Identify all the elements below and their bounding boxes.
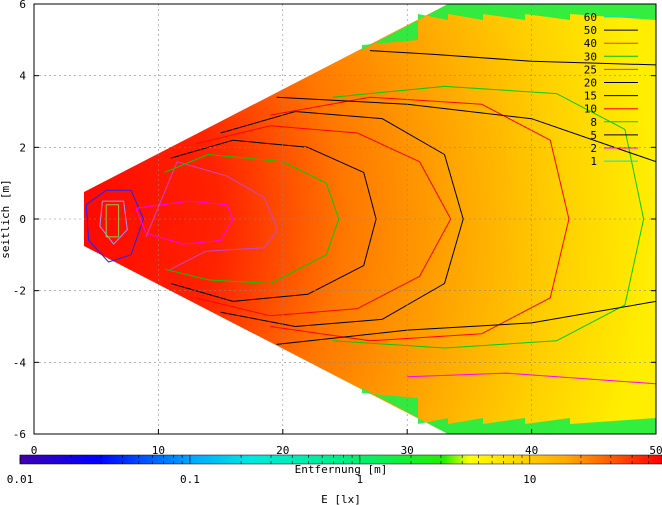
- green-band-top: [362, 4, 656, 62]
- legend-label: 60: [584, 11, 597, 24]
- x-tick-label: 10: [152, 444, 165, 457]
- legend-label: 40: [584, 37, 597, 50]
- legend-label: 8: [590, 116, 597, 129]
- contour-line: [276, 96, 656, 163]
- y-tick-label: -6: [13, 428, 26, 441]
- y-tick-label: 0: [19, 213, 26, 226]
- green-band-top-shape: [362, 4, 656, 62]
- legend-label: 20: [584, 77, 597, 90]
- colorbar-tick-label: 0.01: [7, 473, 34, 486]
- contour-line: [105, 204, 120, 238]
- x-tick-label: 0: [31, 444, 38, 457]
- x-tick-label: 40: [525, 444, 538, 457]
- x-tick-label: 20: [276, 444, 289, 457]
- legend-label: 2: [590, 142, 597, 155]
- y-tick-label: 4: [19, 70, 26, 83]
- legend-label: 50: [584, 24, 597, 37]
- y-tick-label: -2: [13, 285, 26, 298]
- x-axis-ticks: 0 10 20 30 40 50: [31, 429, 662, 457]
- legend-label: 15: [584, 90, 597, 103]
- contour-line: [164, 154, 340, 284]
- contour-line: [369, 50, 656, 66]
- y-tick-label: 6: [19, 0, 26, 11]
- x-axis-title: Entfernung [m]: [295, 463, 388, 476]
- legend-label: 1: [590, 155, 597, 168]
- y-tick-label: 2: [19, 141, 26, 154]
- x-tick-label: 30: [401, 444, 414, 457]
- contour-line: [85, 189, 144, 263]
- legend-label: 30: [584, 50, 597, 63]
- colorbar-tick-label: 0.1: [180, 473, 200, 486]
- y-axis-title: seitlich [m]: [0, 179, 12, 258]
- colorbar-tick-label: 10: [523, 473, 536, 486]
- contour-lines: [85, 50, 656, 385]
- legend-label: 25: [584, 63, 597, 76]
- contour-line: [332, 85, 645, 349]
- legend-label: 5: [590, 129, 597, 142]
- contour-line: [170, 139, 377, 302]
- x-tick-label: 50: [649, 444, 662, 457]
- green-band-bottom: [362, 376, 656, 434]
- grid: [34, 4, 656, 434]
- contour-line: [135, 200, 234, 245]
- colorbar-ticks: 0.01 0.1 1 10: [7, 455, 662, 486]
- green-band-bottom-shape: [362, 376, 656, 434]
- colorbar-tick-label: 1: [357, 473, 364, 486]
- y-axis-ticks: -6 -4 -2 0 2 4 6: [13, 0, 656, 441]
- colorbar-title: E [lx]: [321, 493, 361, 505]
- contour-line: [276, 300, 656, 345]
- contour-line: [99, 200, 128, 245]
- contour-line: [220, 111, 464, 327]
- y-tick-label: -4: [13, 356, 27, 369]
- legend-label: 10: [584, 103, 597, 116]
- contour-line: [407, 372, 656, 385]
